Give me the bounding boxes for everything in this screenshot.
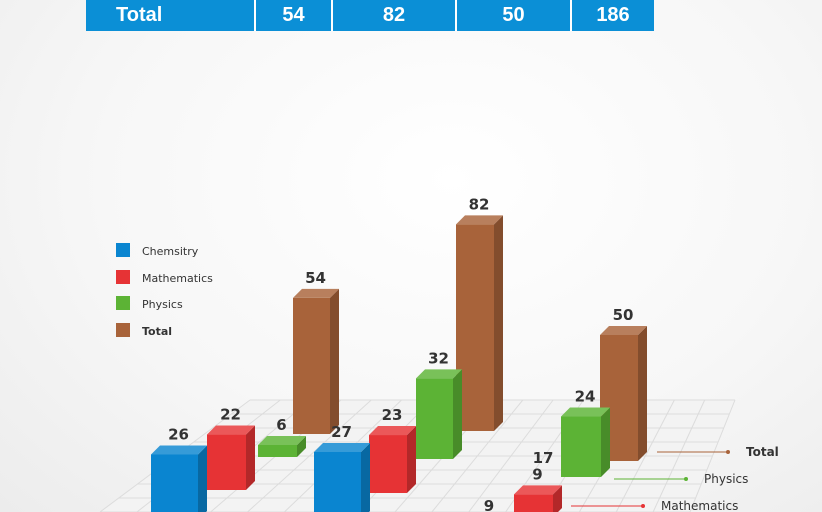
bar (561, 407, 610, 477)
data-label: 9 (484, 497, 494, 512)
bar-front (258, 445, 297, 457)
bar-front (514, 494, 553, 512)
bar-front (293, 297, 330, 434)
bar-side (198, 445, 207, 512)
depth-axis-dot (684, 477, 688, 481)
legend-label: Total (142, 325, 172, 338)
bar-side (361, 442, 370, 512)
bar-top (416, 369, 462, 379)
bar-top (258, 436, 306, 445)
total-row-value: 50 (457, 0, 572, 31)
data-label: 23 (382, 406, 403, 424)
bar-side (407, 426, 416, 493)
bar (416, 369, 462, 459)
data-label: 17 (533, 449, 554, 467)
data-label: 50 (613, 306, 634, 324)
bar-top (456, 215, 503, 225)
legend-swatch (116, 243, 130, 257)
depth-axis-label: Mathematics (661, 499, 738, 512)
data-label: 9 (532, 465, 542, 483)
bar-front (151, 454, 198, 512)
bar-side (246, 425, 255, 490)
bar (314, 442, 370, 512)
bar-front (207, 434, 246, 490)
bar-top (314, 442, 370, 452)
bar-front (369, 435, 407, 493)
legend-swatch (116, 270, 130, 284)
legend-swatch (116, 323, 130, 337)
total-row-grand-total: 186 (596, 4, 630, 26)
depth-axis-label: Total (746, 445, 779, 459)
bar (456, 215, 503, 431)
bar-top (369, 426, 416, 436)
bar-side (601, 407, 610, 477)
bar-front (314, 451, 361, 512)
bar (514, 485, 562, 512)
bar-top (293, 288, 339, 298)
legend-swatch (116, 296, 130, 310)
bar (369, 426, 416, 493)
bar-side (638, 326, 647, 461)
depth-axis-dot (641, 504, 645, 508)
bar-side (297, 436, 306, 457)
bar (258, 436, 306, 457)
bar-front (416, 378, 453, 459)
floor-grid-line (689, 399, 736, 512)
bar-top (600, 326, 647, 335)
total-row-value: 54 (256, 0, 333, 31)
floor-grid-line (431, 399, 524, 512)
bar-side (553, 485, 562, 512)
legend: Chemsitry Mathematics Physics Total (116, 243, 213, 338)
legend-label: Physics (142, 298, 183, 311)
bar-top (207, 425, 255, 435)
bar-side (453, 369, 462, 459)
bar-top (151, 445, 207, 455)
floor-grid-line (247, 399, 372, 512)
depth-axis-dot (726, 450, 730, 454)
legend-label: Chemsitry (142, 245, 199, 258)
bar-side (330, 288, 339, 434)
data-label: 82 (469, 195, 490, 213)
depth-axis: Total Physics Mathematics (571, 445, 779, 512)
total-row-label: Total (86, 0, 256, 31)
bar-front (456, 224, 494, 431)
bar (207, 425, 255, 490)
bar-top (561, 407, 610, 417)
bar-front (561, 416, 601, 477)
data-label: 54 (305, 269, 326, 287)
depth-axis-label: Physics (704, 472, 748, 486)
floor-grid-line (615, 399, 675, 512)
data-label: 26 (168, 425, 189, 443)
bar (293, 288, 339, 434)
data-label: 6 (276, 416, 286, 434)
data-label: 22 (220, 406, 241, 424)
floor-grid-line (652, 399, 706, 512)
data-label: 24 (575, 388, 596, 406)
floor-grid-line (468, 399, 554, 512)
data-label: 32 (428, 349, 449, 367)
total-row-value: 82 (333, 0, 457, 31)
legend-label: Mathematics (142, 272, 213, 285)
bar-side (494, 215, 503, 431)
bar (151, 445, 207, 512)
data-label: 27 (331, 423, 352, 441)
bar-top (514, 485, 562, 495)
total-row: Total 54 82 50 186 (86, 0, 654, 31)
